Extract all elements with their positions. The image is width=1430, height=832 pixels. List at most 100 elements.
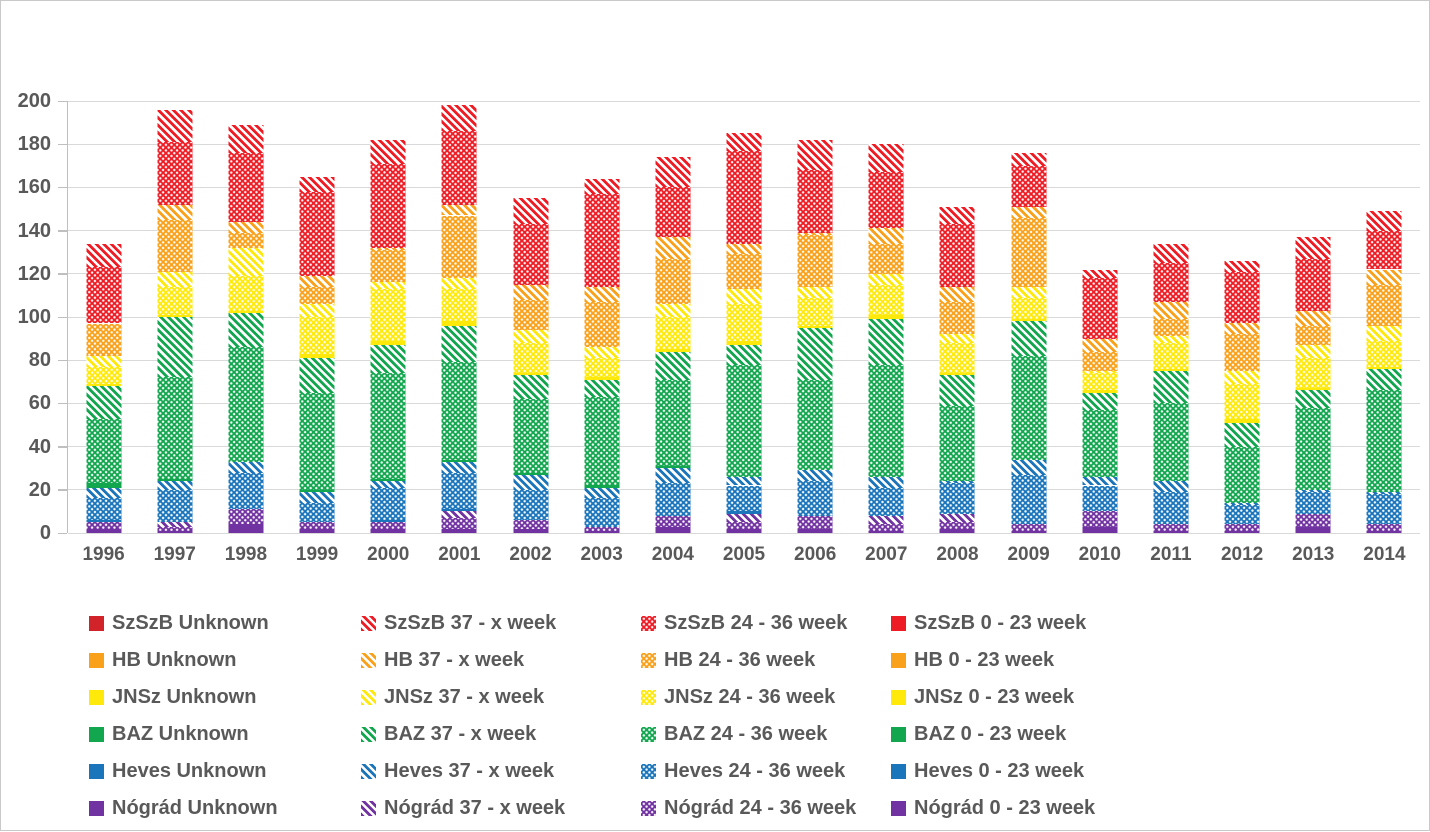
legend-item-Nógrád-unknown: Nógrád Unknown [89,797,361,820]
bar-segment-HB-w37 [1295,310,1331,326]
bar-segment-Heves-w37 [299,491,335,503]
bar-segment-BAZ-w24 [655,379,691,467]
bar-segment-HB-w37 [726,243,762,255]
bar-segment-HB-w24 [441,215,477,279]
year-column: 2008 [922,101,993,565]
year-column: 2009 [993,101,1064,565]
legend-item-JNSz-w24: JNSz 24 - 36 week [641,686,891,709]
bar-segment-HB-w37 [655,237,691,259]
bar-segment-SzSzB-w37 [86,243,122,268]
bar-segment-SzSzB-w24 [513,224,549,285]
bar-segment-JNSz-w24 [726,304,762,341]
y-axis-tick-label: 40 [28,435,51,458]
year-column: 2001 [424,101,495,565]
bar-segment-Heves-w37 [939,481,975,484]
bar-segment-SzSzB-w37 [584,178,620,194]
bar-segment-JNSz-w0 [1366,366,1402,369]
bar-segment-SzSzB-w24 [1366,230,1402,270]
legend-swatch-icon [891,690,906,705]
bar-segment-Heves-w24 [868,487,904,516]
bar-segment-SzSzB-w24 [228,152,264,222]
stacked-bar-2004 [655,101,691,533]
bar-segment-HB-w24 [1153,319,1189,337]
bar-segment-SzSzB-w24 [584,193,620,287]
y-axis-tick-label: 20 [28,478,51,501]
bar-segment-HB-w37 [797,232,833,235]
bar-segment-BAZ-w0 [86,483,122,488]
bar-segment-JNSz-w24 [1011,297,1047,320]
bar-segment-BAZ-w37 [299,358,335,393]
bar-segment-Heves-w37 [86,487,122,499]
bar-segment-JNSz-w37 [1011,286,1047,298]
bar-segment-Heves-w24 [939,483,975,514]
y-axis-tick-label: 140 [17,219,51,242]
bar-segment-Nógrád-w24 [797,515,833,529]
bar-segment-SzSzB-w37 [299,176,335,192]
bar-segment-JNSz-w37 [726,288,762,305]
bar-segment-Heves-w24 [797,481,833,516]
bar-segment-Heves-w37 [1011,459,1047,475]
bar-segment-JNSz-w0 [513,373,549,376]
year-column: 2014 [1349,101,1420,565]
bar-segment-Nógrád-w24 [228,509,264,525]
bar-segment-SzSzB-w24 [1082,278,1118,339]
bar-segment-JNSz-w0 [1082,390,1118,393]
bar-segment-SzSzB-w24 [939,224,975,287]
y-axis-tick-label: 80 [28,349,51,372]
x-axis-label-2002: 2002 [509,544,552,565]
bar-segment-BAZ-w24 [1295,407,1331,490]
stacked-bar-2009 [1011,101,1047,533]
bar-segment-Heves-w37 [157,481,193,490]
y-axis-tick-mark [58,186,67,189]
year-column: 1999 [281,101,352,565]
legend-label: BAZ 0 - 23 week [914,723,1067,745]
bar-segment-Heves-w37 [726,476,762,486]
bar-segment-BAZ-w24 [228,347,264,462]
gridline [68,532,1420,534]
y-axis-tick-label: 160 [17,176,51,199]
bar-segment-JNSz-w24 [441,288,477,322]
stacked-bar-2006 [797,101,833,533]
bar-segment-HB-w24 [939,301,975,335]
bar-segment-Heves-w37 [1224,502,1260,505]
legend-label: Heves 24 - 36 week [664,760,846,782]
bar-segment-BAZ-w0 [513,472,549,475]
bar-segment-BAZ-w24 [370,373,406,479]
bar-segment-JNSz-w24 [1082,373,1118,391]
legend-swatch-icon [89,801,104,816]
legend-swatch-icon [89,764,104,779]
bar-segment-Heves-w37 [584,487,620,499]
x-axis-label-1999: 1999 [295,544,339,565]
bar-segment-HB-w24 [1295,325,1331,346]
bar-segment-BAZ-w37 [939,375,975,406]
legend-swatch-icon [361,764,376,779]
bar-segment-Heves-w24 [1224,504,1260,525]
bar-segment-Heves-w24 [655,483,691,516]
bar-segment-HB-w37 [441,204,477,216]
stacked-bar-2011 [1153,101,1189,533]
bar-segment-Heves-w24 [157,489,193,523]
legend: SzSzB Unknown SzSzB 37 - x week SzSzB 24 -… [89,605,1191,827]
bar-segment-BAZ-w37 [726,345,762,365]
bar-segment-JNSz-w37 [1153,336,1189,343]
stacked-bar-1996 [86,101,122,533]
legend-label: Nógrád 24 - 36 week [664,797,857,819]
bar-segment-SzSzB-w24 [868,172,904,229]
bar-segment-HB-w24 [868,243,904,274]
bar-segment-BAZ-w37 [370,345,406,374]
bar-segment-Heves-w37 [1366,491,1402,495]
x-axis-label-1997: 1997 [153,544,196,565]
bar-segment-Heves-w24 [584,498,620,527]
bar-segment-JNSz-w0 [228,310,264,313]
stacked-bar-1998 [228,101,264,533]
bar-segment-BAZ-w24 [86,418,122,484]
bar-segment-Nógrád-w24 [939,522,975,529]
bar-segment-Nógrád-w24 [1011,524,1047,531]
y-axis-tick-label: 100 [17,306,51,328]
legend-item-HB-unknown: HB Unknown [89,649,361,672]
bar-segment-Heves-w0 [86,520,122,523]
bar-segment-HB-w24 [299,286,335,305]
bar-segment-JNSz-w24 [1366,340,1402,367]
legend-item-Heves-w24: Heves 24 - 36 week [641,760,891,783]
bar-segment-JNSz-w37 [797,286,833,298]
